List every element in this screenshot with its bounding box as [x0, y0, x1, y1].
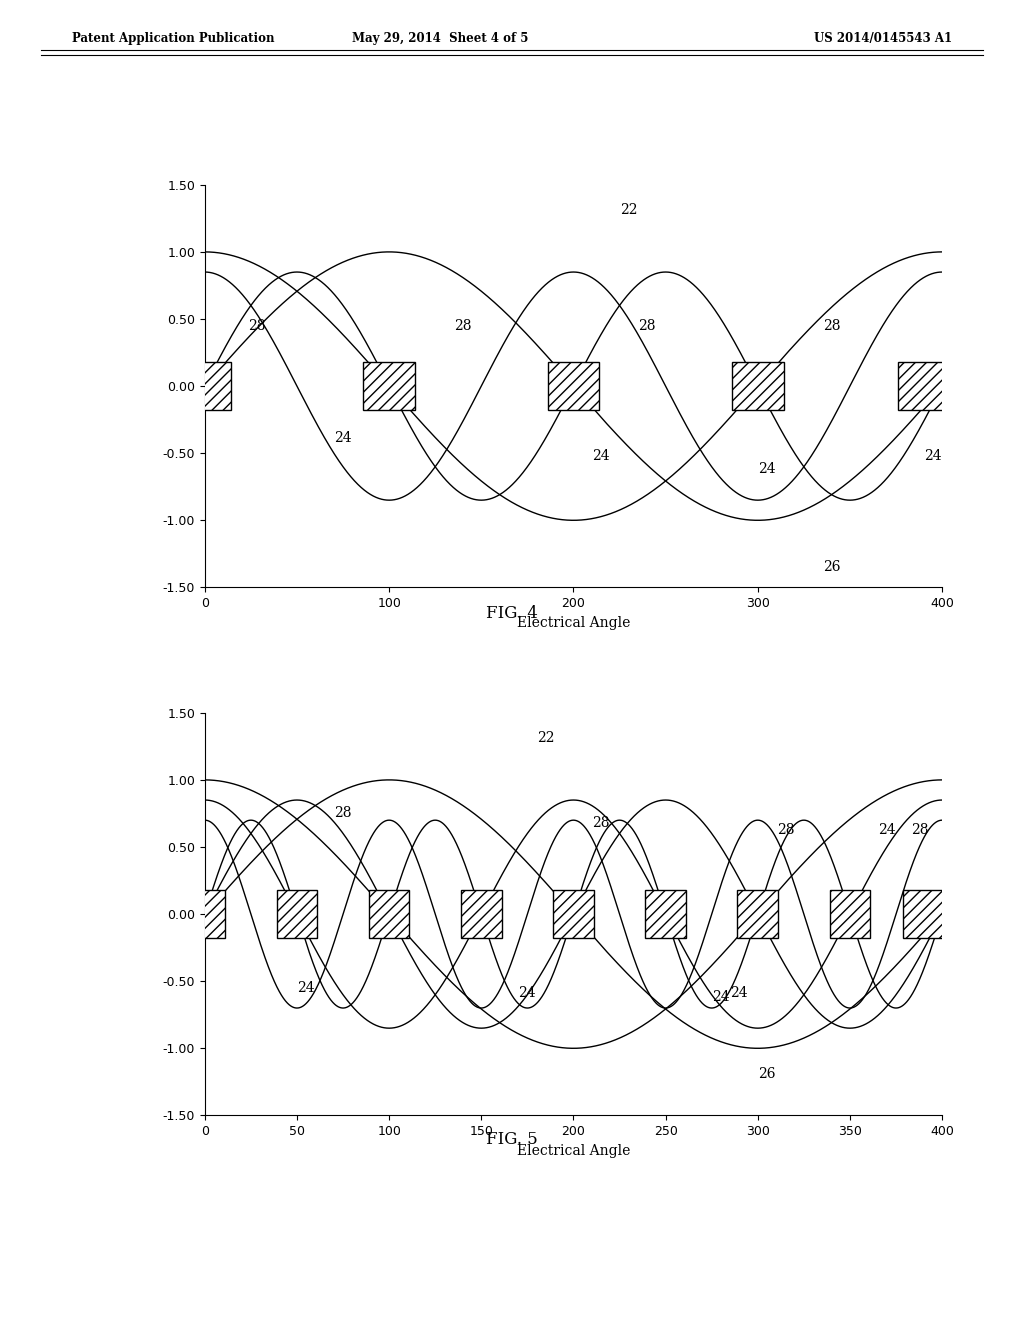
Text: 24: 24: [758, 462, 776, 477]
Text: US 2014/0145543 A1: US 2014/0145543 A1: [814, 32, 952, 45]
Text: 24: 24: [518, 986, 537, 1001]
Bar: [364, 362, 415, 411]
Bar: [903, 890, 944, 939]
Text: 28: 28: [822, 318, 841, 333]
Bar: [184, 890, 225, 939]
Text: 24: 24: [924, 449, 942, 463]
Bar: [829, 890, 870, 939]
Bar: [369, 890, 410, 939]
Text: FIG. 5: FIG. 5: [486, 1131, 538, 1148]
Text: Patent Application Publication: Patent Application Publication: [72, 32, 274, 45]
Text: 28: 28: [454, 318, 472, 333]
Text: 24: 24: [730, 986, 749, 1001]
Bar: [276, 890, 317, 939]
Bar: [898, 362, 949, 411]
Text: 28: 28: [911, 822, 929, 837]
Text: 22: 22: [620, 203, 638, 218]
Bar: [732, 362, 783, 411]
Bar: [553, 890, 594, 939]
Text: FIG. 4: FIG. 4: [486, 605, 538, 622]
Text: 28: 28: [592, 816, 610, 830]
X-axis label: Electrical Angle: Electrical Angle: [517, 615, 630, 630]
Text: 26: 26: [822, 560, 841, 574]
Text: 24: 24: [878, 822, 896, 837]
Bar: [645, 890, 686, 939]
Text: 22: 22: [537, 731, 555, 746]
Bar: [461, 890, 502, 939]
Text: 24: 24: [592, 449, 610, 463]
Bar: [179, 362, 230, 411]
Text: 24: 24: [334, 432, 352, 445]
Text: 28: 28: [776, 822, 795, 837]
Text: 28: 28: [334, 807, 352, 821]
Text: 24: 24: [297, 981, 315, 995]
Text: 26: 26: [758, 1067, 776, 1081]
Text: 28: 28: [248, 318, 265, 333]
Bar: [737, 890, 778, 939]
Text: 28: 28: [638, 318, 656, 333]
X-axis label: Electrical Angle: Electrical Angle: [517, 1143, 630, 1158]
Text: 24: 24: [712, 990, 730, 1005]
Bar: [548, 362, 599, 411]
Text: May 29, 2014  Sheet 4 of 5: May 29, 2014 Sheet 4 of 5: [352, 32, 528, 45]
